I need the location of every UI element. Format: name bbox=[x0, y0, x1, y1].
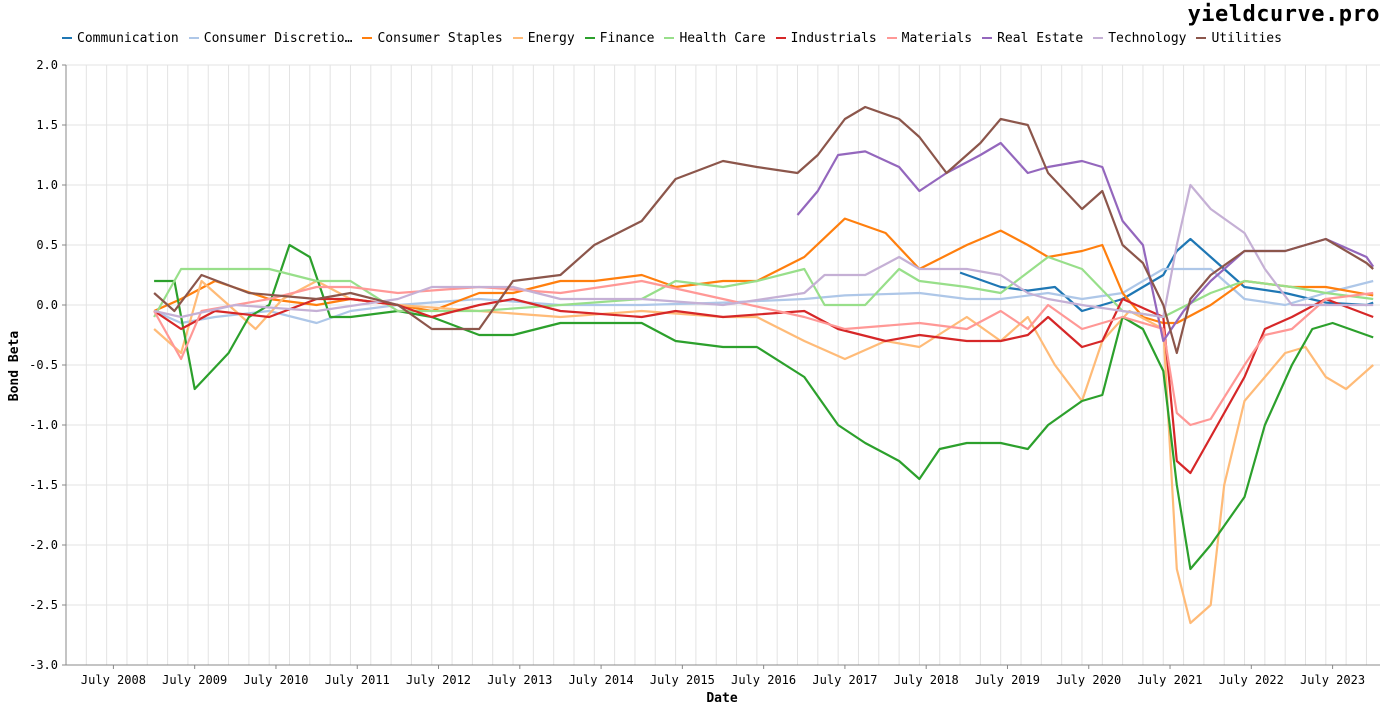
x-tick-label: July 2014 bbox=[569, 673, 634, 687]
legend-swatch bbox=[188, 36, 199, 39]
x-tick-label: July 2011 bbox=[325, 673, 390, 687]
legend-item[interactable]: Finance bbox=[584, 31, 655, 46]
legend-item[interactable]: Materials bbox=[886, 31, 973, 46]
x-tick-label: July 2020 bbox=[1056, 673, 1121, 687]
legend-label: Utilities bbox=[1211, 31, 1282, 46]
y-tick-label: 0.0 bbox=[36, 298, 58, 312]
x-tick-label: July 2019 bbox=[975, 673, 1040, 687]
y-tick-label: -3.0 bbox=[29, 658, 58, 672]
x-tick-label: July 2012 bbox=[406, 673, 471, 687]
legend-item[interactable]: Utilities bbox=[1196, 31, 1282, 46]
y-tick-label: -2.5 bbox=[29, 598, 58, 612]
y-tick-label: -0.5 bbox=[29, 358, 58, 372]
y-axis-label: Bond Beta bbox=[7, 331, 22, 402]
grid-lines bbox=[65, 64, 1380, 666]
legend-item[interactable]: Communication bbox=[62, 31, 179, 46]
y-tick-label: -2.0 bbox=[29, 538, 58, 552]
x-tick-label: July 2022 bbox=[1219, 673, 1284, 687]
legend-label: Technology bbox=[1108, 31, 1187, 46]
y-tick-label: 1.0 bbox=[36, 178, 58, 192]
legend-swatch bbox=[1093, 36, 1104, 39]
y-tick-label: -1.5 bbox=[29, 478, 58, 492]
legend-label: Finance bbox=[599, 31, 655, 46]
legend-label: Energy bbox=[527, 31, 575, 46]
y-tick-label: 2.0 bbox=[36, 58, 58, 72]
legend-label: Health Care bbox=[679, 31, 766, 46]
series-line-energy bbox=[153, 279, 1374, 625]
x-tick-label: July 2018 bbox=[894, 673, 959, 687]
legend-swatch bbox=[584, 36, 595, 39]
y-tick-label: 1.5 bbox=[36, 118, 58, 132]
series-line-finance bbox=[154, 243, 1374, 571]
x-axis-label: Date bbox=[706, 691, 737, 706]
x-tick-label: July 2016 bbox=[731, 673, 796, 687]
x-tick-label: July 2017 bbox=[812, 673, 877, 687]
legend-item[interactable]: Health Care bbox=[664, 31, 766, 46]
series-lines bbox=[153, 105, 1375, 625]
legend-swatch bbox=[362, 36, 373, 39]
x-tick-label: July 2009 bbox=[162, 673, 227, 687]
legend-label: Consumer Discretio… bbox=[203, 31, 353, 46]
legend-item[interactable]: Consumer Staples bbox=[362, 31, 503, 46]
legend-label: Real Estate bbox=[997, 31, 1084, 46]
legend-label: Industrials bbox=[790, 31, 877, 46]
series-line-technology bbox=[153, 183, 1374, 319]
axes: 2.0 1.5 1.0 0.5 0.0 -0.5 -1.0 -1.5 -2.0 -2.5 -3.0 J… bbox=[29, 58, 1380, 687]
legend-swatch bbox=[886, 36, 897, 39]
site-brand: yieldcurve.pro bbox=[1187, 2, 1380, 27]
legend-item[interactable]: Technology bbox=[1093, 31, 1186, 46]
x-tick-label: July 2013 bbox=[487, 673, 552, 687]
legend-swatch bbox=[664, 36, 675, 39]
legend-swatch bbox=[775, 36, 786, 39]
series-line-materials bbox=[153, 279, 1374, 427]
x-tick-label: July 2008 bbox=[81, 673, 146, 687]
series-line-health-care bbox=[153, 255, 1374, 319]
series-line-utilities bbox=[153, 105, 1374, 355]
x-tick-label: July 2010 bbox=[243, 673, 308, 687]
legend-item[interactable]: Real Estate bbox=[982, 31, 1083, 46]
series-line-real-estate bbox=[796, 141, 1375, 343]
legend-label: Consumer Staples bbox=[377, 31, 503, 46]
x-tick-label: July 2023 bbox=[1300, 673, 1365, 687]
legend-item[interactable]: Industrials bbox=[775, 31, 877, 46]
legend-swatch bbox=[982, 36, 993, 39]
legend-swatch bbox=[62, 36, 72, 39]
legend-label: Materials bbox=[901, 31, 973, 46]
series-line-industrials bbox=[153, 297, 1374, 475]
chart-legend: Communication Consumer Discretio… Consumer… bbox=[62, 31, 1292, 46]
legend-item[interactable]: Consumer Discretio… bbox=[188, 31, 353, 46]
x-tick-label: July 2021 bbox=[1138, 673, 1203, 687]
series-line-consumer-discretionary bbox=[153, 267, 1374, 325]
legend-label: Communication bbox=[77, 31, 179, 46]
series-line-communication bbox=[959, 237, 1374, 313]
legend-swatch bbox=[1196, 36, 1207, 39]
x-tick-label: July 2015 bbox=[650, 673, 715, 687]
y-tick-label: -1.0 bbox=[29, 418, 58, 432]
legend-swatch bbox=[512, 36, 523, 39]
legend-item[interactable]: Energy bbox=[512, 31, 575, 46]
y-tick-label: 0.5 bbox=[36, 238, 58, 252]
